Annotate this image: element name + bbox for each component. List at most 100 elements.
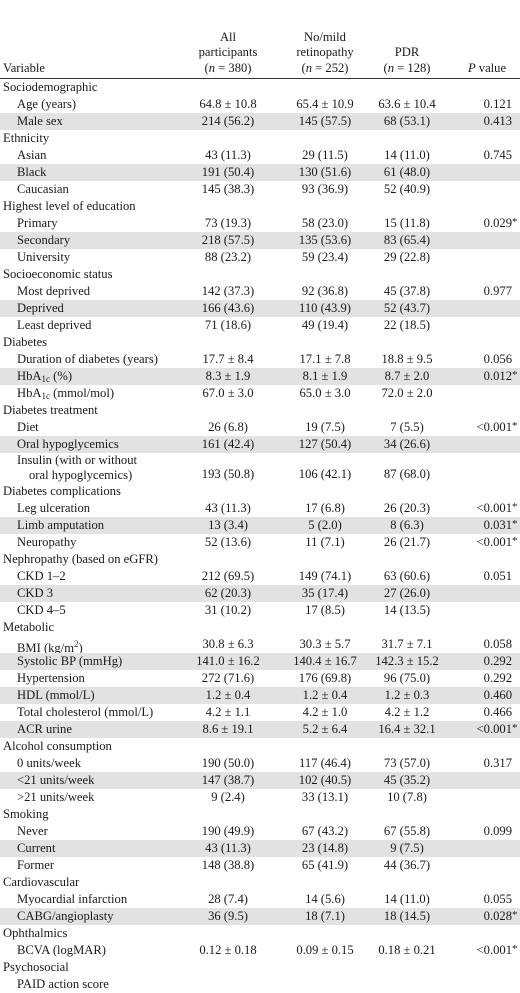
value-all: 190 (49.9)	[201, 824, 255, 838]
value-all: 71 (18.6)	[204, 318, 252, 332]
p-value: 0.029	[483, 216, 512, 230]
value-all: 43 (11.3)	[205, 148, 251, 162]
p-value: <0.001	[476, 943, 512, 957]
header-rule	[0, 78, 520, 79]
value-no-mild: 17.1 ± 7.8	[299, 352, 351, 366]
value-no-mild: 140.4 ± 16.7	[293, 654, 357, 668]
value-no-mild: 59 (23.4)	[301, 250, 349, 264]
section-label: Diabetes	[3, 335, 48, 349]
row-label: Total cholesterol (mmol/L)	[17, 705, 154, 719]
value-no-mild: 0.09 ± 0.15	[296, 943, 354, 957]
p-value: 0.121	[483, 97, 512, 111]
row-label: ACR urine	[17, 722, 72, 736]
row-label: Asian	[17, 148, 47, 162]
value-all: 13 (3.4)	[208, 518, 248, 532]
table-row: HbA1c (mmol/mol) 67.0 ± 3.0 65.0 ± 3.0 72.0…	[0, 385, 520, 402]
value-all: 52 (13.6)	[204, 535, 252, 549]
value-no-mild: 5 (2.0)	[308, 518, 342, 532]
value-pdr: 31.7 ± 7.1	[381, 637, 433, 651]
value-no-mild: 18 (7.1)	[305, 909, 345, 923]
value-no-mild: 176 (69.8)	[298, 671, 352, 685]
table-row: Deprived 166 (43.6) 110 (43.9) 52 (43.7)	[0, 300, 520, 317]
row-label: Hypertension	[17, 671, 85, 685]
value-no-mild: 30.3 ± 5.7	[299, 637, 351, 651]
value-no-mild: 14 (5.6)	[305, 892, 345, 906]
table-row: CABG/angioplasty 36 (9.5) 18 (7.1) 18 (14.5…	[0, 908, 520, 925]
value-pdr: 67 (55.8)	[383, 824, 431, 838]
section-label: Smoking	[3, 807, 49, 821]
value-pdr: 10 (7.8)	[387, 790, 427, 804]
value-all: 191 (50.4)	[201, 165, 255, 179]
section-row: Diabetes	[0, 334, 520, 351]
value-pdr: 73 (57.0)	[383, 756, 431, 770]
section-label: Cardiovascular	[3, 875, 80, 889]
table-row: Diet 26 (6.8) 19 (7.5) 7 (5.5) <0.001 *	[0, 419, 520, 436]
p-value: <0.001	[476, 722, 512, 736]
section-label: Psychosocial	[3, 960, 69, 974]
value-pdr: 68 (53.1)	[383, 114, 431, 128]
significance-marker: *	[512, 909, 518, 921]
row-label: CKD 3	[17, 586, 54, 600]
section-row: Diabetes treatment	[0, 402, 520, 419]
value-all: 88 (23.2)	[204, 250, 252, 264]
section-row: Nephropathy (based on eGFR)	[0, 551, 520, 568]
table-row: 0 units/week 190 (50.0) 117 (46.4) 73 (57.0…	[0, 755, 520, 772]
row-label: Limb amputation	[17, 518, 105, 532]
table-row: Current 43 (11.3) 23 (14.8) 9 (7.5)	[0, 840, 520, 857]
value-no-mild: 117 (46.4)	[299, 756, 351, 770]
value-pdr: 142.3 ± 15.2	[375, 654, 439, 668]
section-row: Diabetes complications	[0, 483, 520, 500]
row-label: PAID action score	[17, 977, 109, 991]
value-all: 161 (42.4)	[201, 437, 255, 451]
row-label: Most deprived	[17, 284, 91, 298]
section-row: Alcohol consumption	[0, 738, 520, 755]
value-pdr: 45 (37.8)	[383, 284, 431, 298]
value-all: 36 (9.5)	[208, 909, 248, 923]
row-label: BCVA (logMAR)	[17, 943, 106, 957]
value-pdr: 4.2 ± 1.2	[384, 705, 430, 719]
value-pdr: 8.7 ± 2.0	[384, 369, 430, 383]
value-all: 62 (20.3)	[204, 586, 252, 600]
value-pdr: 83 (65.4)	[383, 233, 431, 247]
table-row: Least deprived 71 (18.6) 49 (19.4) 22 (18.5…	[0, 317, 520, 334]
value-all: 141.0 ± 16.2	[196, 654, 260, 668]
value-no-mild: 58 (23.0)	[301, 216, 349, 230]
row-label: Never	[17, 824, 48, 838]
table-row: Oral hypoglycemics 161 (42.4) 127 (50.4) 34…	[0, 436, 520, 453]
value-all: 148 (38.8)	[201, 858, 255, 872]
value-no-mild: 102 (40.5)	[298, 773, 352, 787]
table-row: Former 148 (38.8) 65 (41.9) 44 (36.7)	[0, 857, 520, 874]
section-label: Highest level of education	[3, 199, 136, 213]
value-all: 214 (56.2)	[201, 114, 255, 128]
table-row: Hypertension 272 (71.6) 176 (69.8) 96 (75.0…	[0, 670, 520, 687]
p-value: <0.001	[476, 420, 512, 434]
value-no-mild: 135 (53.6)	[298, 233, 352, 247]
table-row: Leg ulceration 43 (11.3) 17 (6.8) 26 (20.3)…	[0, 500, 520, 517]
section-label: Ophthalmics	[3, 926, 68, 940]
row-label: Current	[17, 841, 56, 855]
p-value: <0.001	[476, 535, 512, 549]
row-label: Oral hypoglycemics	[17, 437, 119, 451]
p-value: 0.292	[483, 654, 512, 668]
value-all: 4.2 ± 1.1	[205, 705, 251, 719]
table-row: Most deprived 142 (37.3) 92 (36.8) 45 (37.8…	[0, 283, 520, 300]
header-p-value: P value	[467, 60, 507, 75]
section-row: Ophthalmics	[0, 925, 520, 942]
value-all: 8.3 ± 1.9	[205, 369, 251, 383]
significance-marker: *	[512, 535, 518, 547]
header-variable: Variable	[3, 60, 45, 75]
table-row: Black 191 (50.4) 130 (51.6) 61 (48.0)	[0, 164, 520, 181]
value-pdr: 34 (26.6)	[383, 437, 431, 451]
value-pdr: 0.18 ± 0.21	[378, 943, 436, 957]
row-label: Myocardial infarction	[17, 892, 128, 906]
value-pdr: 18.8 ± 9.5	[381, 352, 433, 366]
value-all: 166 (43.6)	[201, 301, 255, 315]
value-no-mild: 35 (17.4)	[301, 586, 349, 600]
section-label: Nephropathy (based on eGFR)	[3, 552, 158, 566]
value-no-mild: 92 (36.8)	[301, 284, 349, 298]
table-row: Systolic BP (mmHg) 141.0 ± 16.2 140.4 ± 16…	[0, 653, 520, 670]
value-pdr: 26 (20.3)	[383, 501, 431, 515]
p-value: <0.001	[476, 501, 512, 515]
value-pdr: 1.2 ± 0.3	[384, 688, 430, 702]
value-no-mild: 149 (74.1)	[298, 569, 352, 583]
